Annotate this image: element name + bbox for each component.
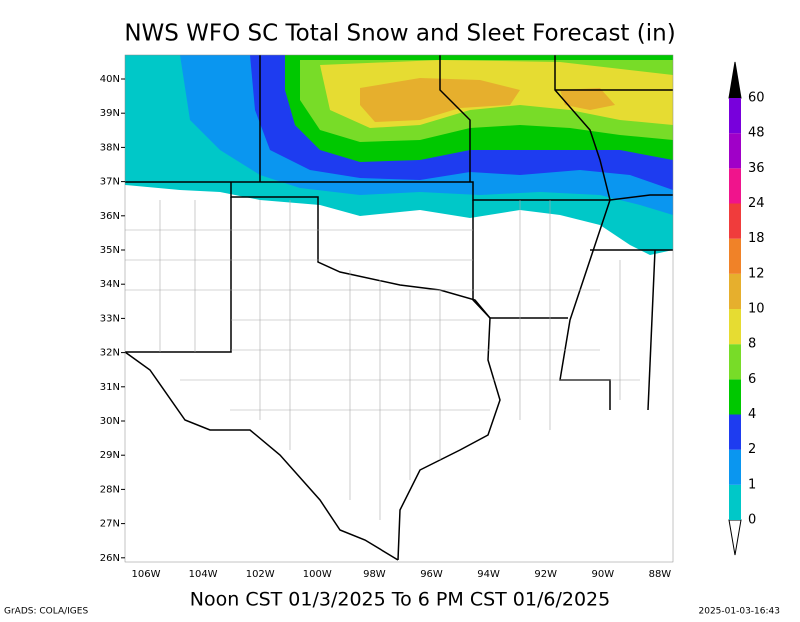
colorbar-segment <box>729 484 741 520</box>
colorbar-label: 18 <box>748 231 765 246</box>
lon-label: 94W <box>477 569 500 580</box>
colorbar-segment <box>729 168 741 204</box>
lat-label: 31N <box>100 382 120 393</box>
colorbar-segment <box>729 133 741 169</box>
lat-label: 32N <box>100 348 120 359</box>
colorbar-label: 0 <box>748 513 756 528</box>
colorbar-label: 10 <box>748 302 765 317</box>
colorbar-label: 24 <box>748 196 765 211</box>
colorbar-label: 60 <box>748 91 765 106</box>
lat-label: 28N <box>100 484 120 495</box>
longitude-labels: 106W 104W 102W 100W 98W 96W 94W 92W 90W 88W <box>132 569 672 580</box>
lat-label: 33N <box>100 313 120 324</box>
colorbar-segment <box>729 449 741 485</box>
timestamp: 2025-01-03-16:43 <box>699 607 781 617</box>
lat-label: 29N <box>100 450 120 461</box>
lat-label: 27N <box>100 519 120 530</box>
lat-label: 40N <box>100 74 120 85</box>
lat-label: 39N <box>100 108 120 119</box>
latitude-labels: 40N 39N 38N 37N 36N 35N 34N 33N 32N 31N 30N 29N 28N 2… <box>100 74 125 564</box>
lat-label: 36N <box>100 211 120 222</box>
lon-label: 90W <box>591 569 614 580</box>
colorbar-segment <box>729 273 741 309</box>
colorbar-label: 1 <box>748 477 756 492</box>
colorbar-segment <box>729 309 741 345</box>
lon-label: 106W <box>132 569 161 580</box>
colorbar-segment <box>729 414 741 450</box>
lat-label: 38N <box>100 142 120 153</box>
title: NWS WFO SC Total Snow and Sleet Forecast… <box>124 21 675 47</box>
lon-label: 100W <box>303 569 332 580</box>
colorbar-segment <box>729 379 741 415</box>
snow-10-12 <box>360 78 520 122</box>
snow-10-12 <box>560 88 615 110</box>
colorbar-segment <box>729 98 741 134</box>
lon-label: 102W <box>246 569 275 580</box>
colorbar-label: 12 <box>748 266 765 281</box>
valid-period: Noon CST 01/3/2025 To 6 PM CST 01/6/2025 <box>190 589 610 611</box>
colorbar-label: 2 <box>748 442 756 457</box>
lat-label: 34N <box>100 279 120 290</box>
lat-label: 37N <box>100 177 120 188</box>
colorbar-label: 4 <box>748 407 756 422</box>
lon-label: 88W <box>649 569 672 580</box>
colorbar-segment <box>729 203 741 239</box>
map-frame <box>124 54 674 563</box>
lon-label: 96W <box>420 569 443 580</box>
state-borders <box>124 55 673 561</box>
lon-label: 98W <box>363 569 386 580</box>
county-grid <box>125 200 640 520</box>
colorbar-label: 6 <box>748 372 756 387</box>
lat-label: 26N <box>100 553 120 564</box>
map <box>124 54 674 563</box>
lon-label: 92W <box>534 569 557 580</box>
colorbar-label: 8 <box>748 337 756 352</box>
colorbar-label: 36 <box>748 161 765 176</box>
credit: GrADS: COLA/IGES <box>4 607 88 617</box>
lat-label: 30N <box>100 416 120 427</box>
colorbar-segment <box>729 344 741 380</box>
colorbar-segment <box>729 238 741 274</box>
lon-label: 104W <box>189 569 218 580</box>
lat-label: 35N <box>100 245 120 256</box>
colorbar-label: 48 <box>748 126 765 141</box>
